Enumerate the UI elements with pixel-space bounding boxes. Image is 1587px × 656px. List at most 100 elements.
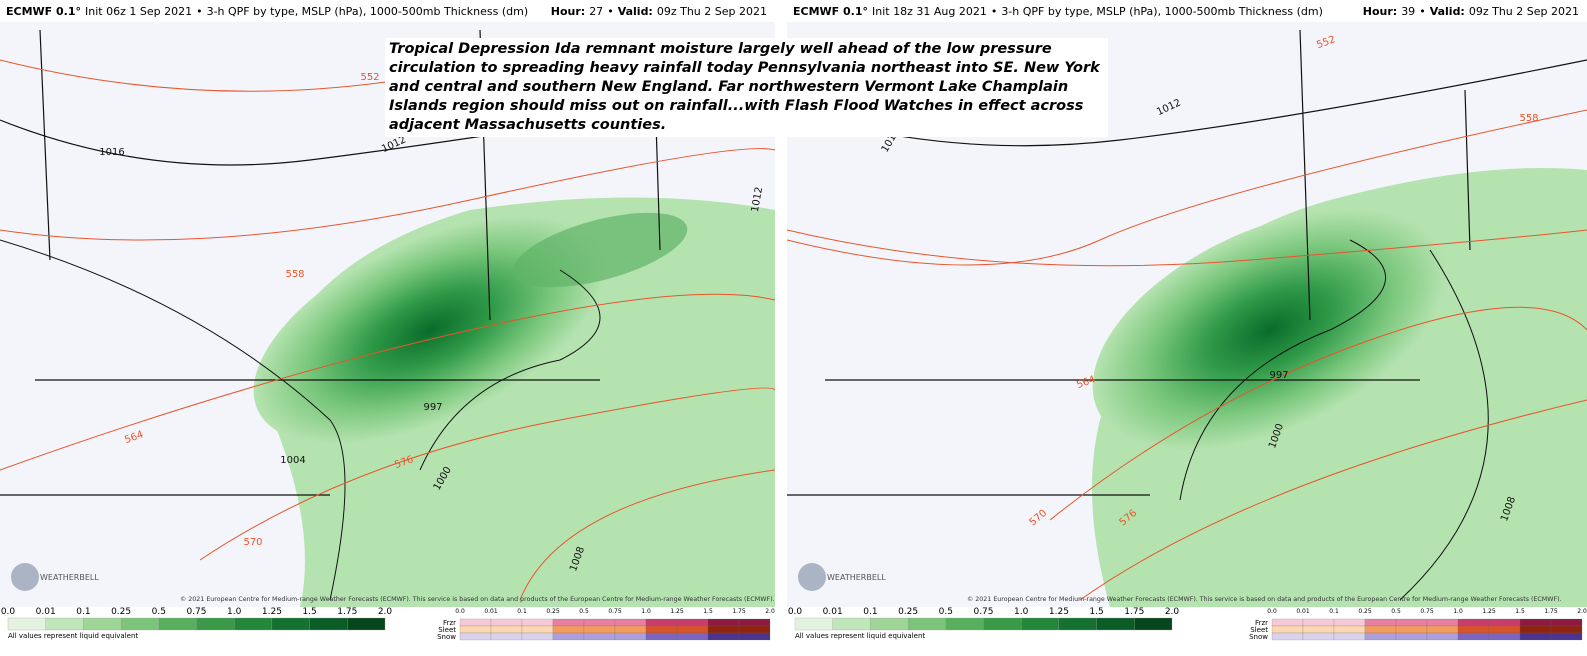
type-legend-tick: 1.25 (1482, 608, 1496, 615)
type-swatch (1488, 632, 1521, 641)
type-swatch (614, 625, 647, 634)
type-legend-tick: 0.75 (1420, 608, 1434, 615)
type-swatch (1333, 632, 1366, 641)
type-swatch (1519, 625, 1552, 634)
contour-label: 558 (285, 269, 304, 280)
legend-tick: 0.75 (973, 607, 993, 617)
type-swatch (1271, 618, 1304, 627)
header-product: 3-h QPF by type, MSLP (hPa), 1000-500mb … (207, 5, 529, 18)
type-swatch (1426, 632, 1459, 641)
type-swatch (521, 625, 554, 634)
type-swatch (1333, 618, 1366, 627)
legend-tick: 0.0 (788, 607, 803, 617)
type-swatch (707, 618, 740, 627)
type-swatch (1519, 632, 1552, 641)
header-hour: 39 (1401, 5, 1415, 18)
legend-swatch (907, 617, 946, 631)
legend-swatch (158, 617, 197, 631)
type-swatch (1426, 618, 1459, 627)
legend-swatch (196, 617, 235, 631)
header-valid: 09z Thu 2 Sep 2021 (1469, 5, 1579, 18)
type-legend-label: Sleet (438, 626, 456, 634)
type-swatch (1271, 632, 1304, 641)
legend-swatch (1021, 617, 1060, 631)
legend-tick: 0.25 (898, 607, 918, 617)
type-legend-tick: 0.01 (484, 608, 498, 615)
legend-swatch (309, 617, 348, 631)
type-swatch (1364, 625, 1397, 634)
type-swatch (645, 618, 678, 627)
legend-tick: 0.5 (152, 607, 166, 617)
legend-tick: 1.5 (302, 607, 316, 617)
legend-swatch (983, 617, 1022, 631)
type-swatch (552, 618, 585, 627)
header-model: ECMWF 0.1° (793, 5, 868, 18)
type-swatch (614, 632, 647, 641)
legend-swatch (832, 617, 871, 631)
type-swatch (552, 632, 585, 641)
type-legend-tick: 2.0 (1577, 608, 1587, 615)
type-legend-tick: 0.75 (608, 608, 622, 615)
type-swatch (552, 625, 585, 634)
legend-swatch (1096, 617, 1135, 631)
type-swatch (1333, 625, 1366, 634)
type-swatch (1488, 625, 1521, 634)
type-legend-tick: 1.0 (1453, 608, 1463, 615)
type-legend-tick: 0.5 (579, 608, 589, 615)
legend-swatch (1134, 617, 1173, 631)
header-product: 3-h QPF by type, MSLP (hPa), 1000-500mb … (1001, 5, 1323, 18)
legend-swatch (870, 617, 909, 631)
legend-tick: 0.1 (863, 607, 877, 617)
legend-note: All values represent liquid equivalent (795, 632, 925, 640)
type-swatch (1395, 625, 1428, 634)
header-valid_label: Valid: (618, 5, 653, 18)
legend-tick: 0.5 (939, 607, 953, 617)
type-swatch (1395, 632, 1428, 641)
type-swatch (490, 625, 523, 634)
legend-tick: 0.25 (111, 607, 131, 617)
type-swatch (459, 625, 492, 634)
header-sep: • (1419, 5, 1426, 18)
legend-note: All values represent liquid equivalent (8, 632, 138, 640)
type-swatch (738, 632, 771, 641)
legend-tick: 0.75 (186, 607, 206, 617)
contour-label: 1016 (99, 147, 124, 158)
type-legend-label: Sleet (1250, 626, 1268, 634)
type-swatch (1364, 632, 1397, 641)
legend-tick: 1.0 (1014, 607, 1029, 617)
type-legend-tick: 1.75 (1544, 608, 1558, 615)
legend-tick: 0.1 (76, 607, 90, 617)
type-swatch (583, 632, 616, 641)
logo: WEATHERBELL (40, 573, 99, 582)
type-legend-label: Snow (437, 633, 456, 641)
type-swatch (676, 625, 709, 634)
copyright: © 2021 European Centre for Medium-range … (180, 595, 775, 603)
type-swatch (521, 618, 554, 627)
type-swatch (738, 618, 771, 627)
contour-label: 558 (1519, 113, 1538, 124)
type-legend-tick: 1.5 (1515, 608, 1525, 615)
legend-tick: 2.0 (378, 607, 393, 617)
annotation: Tropical Depression Ida remnant moisture… (385, 38, 1108, 137)
legend-tick: 0.01 (823, 607, 843, 617)
type-legend-tick: 0.01 (1296, 608, 1310, 615)
type-legend-label: Frzr (1255, 619, 1268, 627)
legend-swatch (83, 617, 122, 631)
type-legend-tick: 0.0 (455, 608, 465, 615)
contour-label: 1012 (750, 186, 765, 213)
type-legend-tick: 1.5 (703, 608, 713, 615)
type-legend-tick: 0.1 (1329, 608, 1339, 615)
type-legend-label: Frzr (443, 619, 456, 627)
contour-label: 997 (423, 402, 442, 413)
logo-mark (11, 563, 39, 591)
header-bar (0, 0, 775, 22)
type-swatch (521, 632, 554, 641)
header-left: ECMWF 0.1° Init 06z 1 Sep 2021 • 3-h QPF by… (6, 5, 528, 18)
header-bar (787, 0, 1587, 22)
header-hour_label: Hour: (1363, 5, 1397, 18)
legend-tick: 0.0 (1, 607, 16, 617)
legend-swatch (7, 617, 46, 631)
contour-label: 1004 (280, 455, 305, 466)
legend-swatch (1058, 617, 1097, 631)
type-swatch (1271, 625, 1304, 634)
